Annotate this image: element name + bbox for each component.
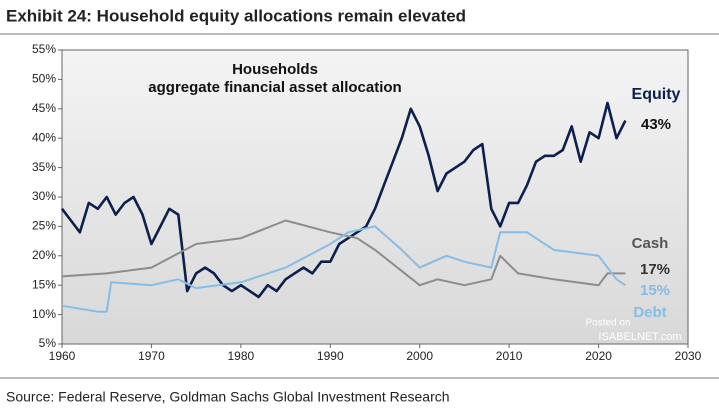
y-tick-label: 20% [32,248,56,262]
annotation: Equity [632,86,681,103]
y-tick-label: 45% [32,101,56,115]
x-tick-label: 2010 [496,349,523,363]
y-tick-label: 25% [32,219,56,233]
line-0 [60,101,627,299]
y-tick-label: 30% [32,189,56,203]
annotation: 15% [640,282,670,299]
annotation: aggregate financial asset allocation [148,79,401,96]
annotation: ISABELNET.com [598,331,681,343]
y-tick-label: 15% [32,277,56,291]
annotation: 43% [641,116,671,133]
y-tick-label: 35% [32,160,56,174]
line-2 [61,225,626,313]
x-tick-label: 1980 [228,349,255,363]
x-tick-label: 1960 [49,349,76,363]
annotation: Posted on [585,318,630,329]
annotation: 17% [640,261,670,278]
x-tick-label: 2000 [406,349,433,363]
x-tick-label: 2020 [585,349,612,363]
annotation: Debt [633,304,666,321]
plot-area [61,49,689,345]
x-tick-label: 2030 [675,349,702,363]
x-tick-label: 1990 [317,349,344,363]
y-tick-label: 5% [39,336,57,350]
y-tick-label: 55% [32,42,56,56]
annotation: Households [232,61,318,78]
chart-title: Exhibit 24: Household equity allocations… [6,6,466,25]
source: Source: Federal Reserve, Goldman Sachs G… [6,389,450,405]
y-tick-label: 40% [32,130,56,144]
annotation: Cash [632,235,669,252]
x-tick-label: 1970 [138,349,165,363]
line-1 [61,219,626,287]
y-tick-label: 10% [32,307,56,321]
y-tick-label: 50% [32,72,56,86]
